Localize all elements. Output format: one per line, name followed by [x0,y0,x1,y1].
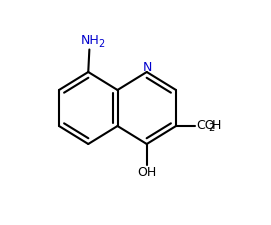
Text: H: H [212,119,221,132]
Text: NH: NH [81,34,100,47]
Text: OH: OH [137,166,156,179]
Text: 2: 2 [208,123,214,133]
Text: 2: 2 [99,39,105,49]
Text: CO: CO [196,119,214,132]
Text: N: N [143,61,152,74]
